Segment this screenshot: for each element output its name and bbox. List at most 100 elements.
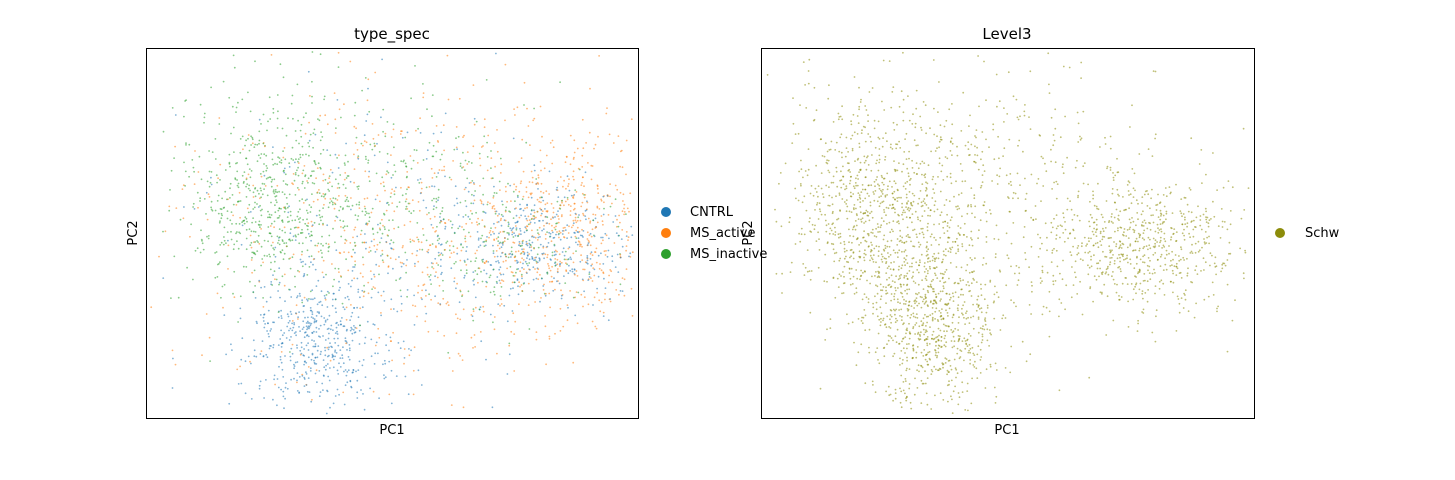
scatter-point (241, 135, 244, 138)
scatter-point (818, 208, 821, 211)
scatter-point (293, 365, 296, 367)
scatter-point (603, 277, 605, 280)
scatter-point (190, 223, 193, 226)
scatter-point (421, 298, 423, 301)
scatter-point (356, 185, 359, 188)
scatter-point (326, 224, 329, 227)
scatter-point (315, 285, 318, 287)
scatter-point (827, 159, 830, 162)
scatter-point (630, 225, 633, 228)
scatter-point (1077, 252, 1080, 255)
scatter-point (596, 184, 599, 187)
scatter-point (217, 177, 220, 180)
scatter-point (849, 283, 852, 286)
scatter-point (333, 278, 335, 281)
scatter-point (520, 157, 523, 160)
scatter-point (582, 147, 585, 150)
scatter-point (925, 181, 927, 184)
scatter-point (396, 310, 399, 313)
scatter-point (333, 92, 336, 94)
scatter-point (530, 170, 533, 173)
scatter-point (539, 274, 541, 276)
scatter-point (214, 138, 217, 140)
scatter-point (1183, 238, 1186, 241)
scatter-point (334, 298, 337, 301)
scatter-point (393, 227, 395, 230)
scatter-point (924, 331, 927, 334)
scatter-point (348, 205, 350, 208)
scatter-point (522, 250, 524, 253)
scatter-point (482, 177, 485, 180)
scatter-point (424, 320, 427, 323)
scatter-point (808, 270, 811, 272)
scatter-point (875, 308, 878, 311)
scatter-point (262, 261, 264, 264)
scatter-point (1159, 255, 1162, 258)
scatter-point (496, 352, 498, 355)
scatter-point (261, 258, 264, 260)
scatter-point (1154, 340, 1157, 343)
scatter-point (630, 118, 633, 121)
scatter-point (435, 125, 438, 127)
scatter-point (545, 210, 548, 213)
scatter-point (368, 246, 371, 249)
scatter-point (957, 250, 960, 253)
scatter-point (352, 371, 354, 374)
scatter-point (361, 210, 364, 213)
scatter-point (338, 186, 341, 189)
scatter-point (345, 340, 348, 343)
scatter-point (354, 245, 357, 247)
scatter-point (512, 217, 515, 220)
scatter-point (461, 295, 463, 298)
scatter-point (1129, 263, 1132, 265)
scatter-point (250, 398, 253, 400)
scatter-point (317, 345, 320, 347)
scatter-point (310, 358, 313, 361)
scatter-point (563, 258, 566, 261)
scatter-point (581, 228, 583, 231)
scatter-point (1024, 104, 1026, 106)
scatter-point (444, 248, 446, 251)
scatter-point (458, 225, 461, 228)
scatter-point (1055, 234, 1058, 237)
scatter-point (1010, 242, 1013, 245)
scatter-point (1117, 218, 1119, 220)
scatter-point (364, 376, 367, 378)
scatter-point (482, 305, 485, 308)
scatter-point (911, 262, 913, 265)
scatter-point (863, 256, 865, 259)
scatter-point (566, 175, 569, 178)
scatter-point (354, 142, 357, 144)
scatter-point (916, 293, 919, 296)
scatter-point (1015, 98, 1018, 101)
scatter-point (209, 360, 212, 362)
scatter-point (983, 328, 986, 331)
scatter-point (480, 202, 483, 205)
scatter-point (361, 306, 364, 309)
scatter-point (947, 400, 949, 403)
scatter-point (841, 292, 843, 295)
scatter-point (890, 143, 892, 146)
scatter-point (546, 202, 549, 205)
scatter-point (289, 232, 292, 235)
scatter-point (951, 154, 953, 157)
scatter-point (192, 202, 195, 205)
scatter-point (1178, 311, 1181, 314)
scatter-point (894, 287, 897, 289)
scatter-point (591, 263, 594, 266)
scatter-point (380, 182, 382, 185)
scatter-point (367, 281, 370, 284)
scatter-point (297, 166, 299, 169)
scatter-point (932, 278, 934, 281)
scatter-point (559, 231, 562, 234)
scatter-point (1117, 193, 1119, 196)
scatter-point (376, 231, 379, 234)
scatter-point (364, 214, 367, 216)
scatter-point (1205, 242, 1208, 244)
scatter-point (1115, 245, 1117, 248)
scatter-point (260, 153, 263, 155)
scatter-point (426, 108, 428, 111)
scatter-point (946, 325, 948, 327)
scatter-point (200, 178, 203, 181)
scatter-point (949, 219, 952, 222)
